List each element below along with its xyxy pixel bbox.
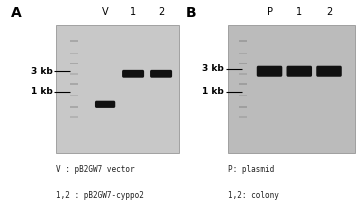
Text: P: plasmid: P: plasmid	[227, 165, 274, 174]
FancyBboxPatch shape	[150, 70, 172, 78]
Text: 1,2 : pB2GW7-cyppo2: 1,2 : pB2GW7-cyppo2	[56, 191, 144, 200]
FancyBboxPatch shape	[122, 70, 144, 78]
Text: 1: 1	[130, 7, 136, 17]
Text: 2: 2	[158, 7, 164, 17]
Text: V : pB2GW7 vector: V : pB2GW7 vector	[56, 165, 135, 174]
Text: 3 kb: 3 kb	[31, 67, 52, 76]
Text: 1: 1	[296, 7, 302, 17]
FancyBboxPatch shape	[95, 101, 115, 108]
Bar	[239, 53, 247, 54]
Bar	[227, 25, 355, 153]
Bar	[239, 106, 247, 108]
FancyBboxPatch shape	[287, 66, 312, 77]
Bar	[239, 95, 247, 96]
Bar	[70, 73, 77, 75]
Text: P: P	[267, 7, 272, 17]
Text: V: V	[102, 7, 109, 17]
Bar	[239, 73, 247, 75]
Text: 1,2: colony: 1,2: colony	[227, 191, 278, 200]
FancyBboxPatch shape	[316, 66, 342, 77]
Text: 3 kb: 3 kb	[202, 64, 224, 73]
Bar	[70, 95, 77, 96]
Bar	[70, 83, 77, 85]
Bar	[239, 83, 247, 85]
FancyBboxPatch shape	[257, 66, 282, 77]
Text: B: B	[186, 6, 196, 20]
Bar	[56, 25, 178, 153]
Bar	[70, 40, 77, 42]
Bar	[239, 116, 247, 118]
Bar	[70, 116, 77, 118]
Text: 1 kb: 1 kb	[202, 87, 224, 96]
Bar	[239, 40, 247, 42]
Text: 1 kb: 1 kb	[31, 87, 52, 96]
Text: A: A	[11, 6, 21, 20]
Bar	[70, 106, 77, 108]
Bar	[70, 63, 77, 64]
Bar	[239, 63, 247, 64]
Text: 2: 2	[326, 7, 332, 17]
Bar	[70, 53, 77, 54]
